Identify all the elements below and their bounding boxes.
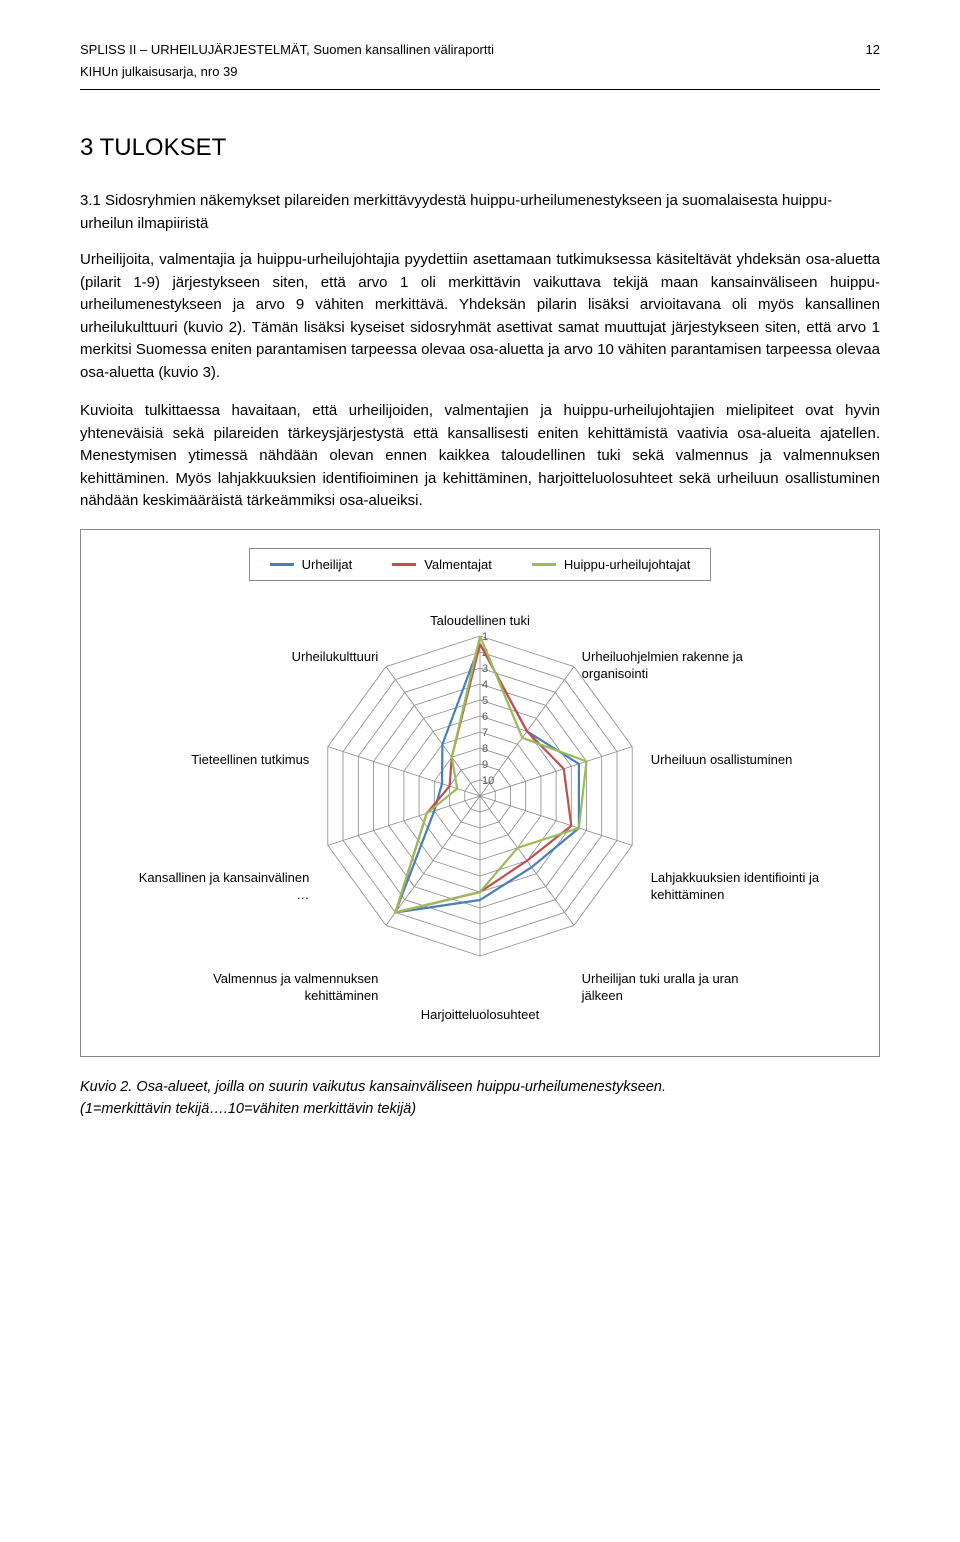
section-heading: 3 TULOKSET — [80, 130, 880, 166]
svg-text:3: 3 — [482, 663, 488, 675]
radar-axis-label: Urheilukulttuuri — [198, 649, 378, 666]
svg-text:5: 5 — [482, 695, 488, 707]
radar-axis-label: Urheiluohjelmien rakenne ja organisointi — [582, 649, 762, 683]
legend-swatch — [392, 563, 416, 566]
legend-item-johtajat: Huippu-urheilujohtajat — [532, 555, 690, 575]
legend-swatch — [532, 563, 556, 566]
radar-axis-label: Taloudellinen tuki — [390, 613, 570, 630]
legend-swatch — [270, 563, 294, 566]
legend-label: Huippu-urheilujohtajat — [564, 555, 690, 575]
paragraph-1: Urheilijoita, valmentajia ja huippu-urhe… — [80, 249, 880, 384]
legend-label: Urheilijat — [302, 555, 353, 575]
caption-line2: (1=merkittävin tekijä….10=vähiten merkit… — [80, 1101, 416, 1117]
header-rule — [80, 89, 880, 90]
paragraph-2: Kuvioita tulkittaessa havaitaan, että ur… — [80, 400, 880, 513]
radar-axis-label: Harjoitteluolosuhteet — [390, 1007, 570, 1024]
subsection-heading: 3.1 Sidosryhmien näkemykset pilareiden m… — [80, 190, 880, 235]
svg-text:9: 9 — [482, 759, 488, 771]
legend-item-urheilijat: Urheilijat — [270, 555, 353, 575]
radar-axis-label: Valmennus ja valmennuksen kehittäminen — [198, 971, 378, 1005]
svg-text:8: 8 — [482, 743, 488, 755]
radar-chart-frame: Urheilijat Valmentajat Huippu-urheilujoh… — [80, 529, 880, 1058]
page-header: SPLISS II – URHEILUJÄRJESTELMÄT, Suomen … — [80, 40, 880, 60]
radar-axis-label: Tieteellinen tutkimus — [129, 752, 309, 769]
radar-chart: 12345678910 Taloudellinen tukiUrheiluohj… — [110, 606, 850, 1036]
svg-text:10: 10 — [482, 775, 494, 787]
header-title: SPLISS II – URHEILUJÄRJESTELMÄT, Suomen … — [80, 40, 494, 60]
radar-axis-label: Urheilijan tuki uralla ja uran jälkeen — [582, 971, 762, 1005]
svg-text:7: 7 — [482, 727, 488, 739]
legend-label: Valmentajat — [424, 555, 492, 575]
radar-axis-label: Lahjakkuuksien identifiointi ja kehittäm… — [651, 870, 831, 904]
svg-text:6: 6 — [482, 711, 488, 723]
legend-item-valmentajat: Valmentajat — [392, 555, 492, 575]
caption-line1: Kuvio 2. Osa-alueet, joilla on suurin va… — [80, 1079, 666, 1095]
header-subtitle: KIHUn julkaisusarja, nro 39 — [80, 62, 880, 82]
figure-caption: Kuvio 2. Osa-alueet, joilla on suurin va… — [80, 1077, 880, 1121]
page-number: 12 — [866, 40, 880, 60]
chart-legend: Urheilijat Valmentajat Huippu-urheilujoh… — [249, 548, 712, 582]
radar-axis-label: Kansallinen ja kansainvälinen … — [129, 870, 309, 904]
radar-axis-label: Urheiluun osallistuminen — [651, 752, 831, 769]
svg-text:4: 4 — [482, 679, 488, 691]
